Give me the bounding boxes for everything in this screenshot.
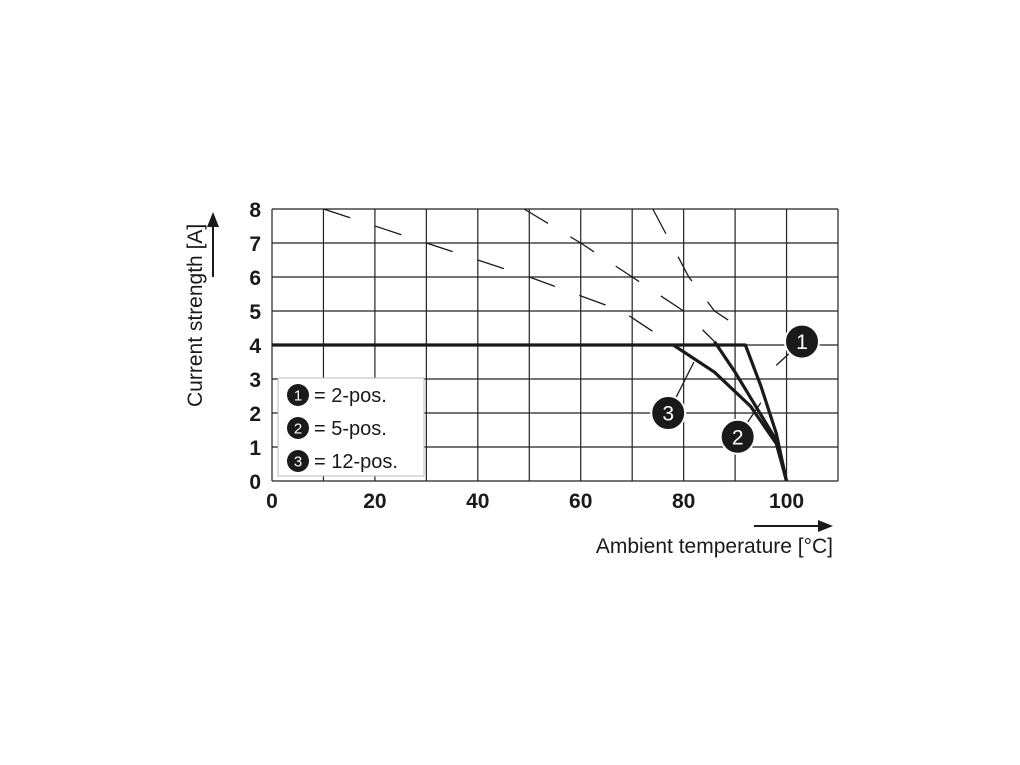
y-tick-label: 7 xyxy=(249,233,261,256)
curve-2-dashed xyxy=(523,208,715,343)
curve-3-dashed xyxy=(323,208,674,346)
marker-3-circle xyxy=(650,395,687,431)
y-tick-label: 8 xyxy=(249,199,261,222)
legend-marker-1 xyxy=(287,384,309,406)
y-axis-title: Current strength [A] xyxy=(184,224,207,407)
curves xyxy=(272,208,789,482)
x-axis-title: Ambient temperature [°C] xyxy=(596,535,833,558)
y-tick-label: 2 xyxy=(249,403,261,426)
y-tick-label: 6 xyxy=(249,267,261,290)
legend-text: = 12-pos. xyxy=(314,451,398,473)
y-tick-label: 4 xyxy=(249,335,261,358)
curve-markers: 1 2 3 xyxy=(650,323,820,455)
x-tick-label: 20 xyxy=(363,490,386,513)
y-tick-label: 5 xyxy=(249,301,261,324)
y-axis-arrow-head xyxy=(207,212,219,227)
legend-marker-label: 1 xyxy=(294,388,302,405)
curve-1-dashed xyxy=(652,208,741,329)
legend-marker-3 xyxy=(287,450,309,472)
legend-marker-label: 2 xyxy=(294,421,302,438)
legend-marker-2 xyxy=(287,417,309,439)
legend-text: = 5-pos. xyxy=(314,418,387,440)
x-tick-label: 60 xyxy=(569,490,592,513)
marker-1-label: 1 xyxy=(796,331,808,354)
y-tick-label: 3 xyxy=(249,369,261,392)
marker-1-circle xyxy=(783,323,820,360)
marker-2-circle xyxy=(719,418,756,455)
x-tick-label: 100 xyxy=(769,490,804,513)
y-tick-label: 0 xyxy=(249,471,261,494)
marker-2-label: 2 xyxy=(732,426,744,449)
curve-3-solid xyxy=(672,343,789,482)
marker-3-label: 3 xyxy=(662,403,674,426)
legend: 1 = 2-pos. 2 = 5-pos. 3 = 12-pos. xyxy=(277,377,425,477)
y-tick-label: 1 xyxy=(249,437,261,460)
legend-text: = 2-pos. xyxy=(314,385,387,407)
tick-labels: 0 20 40 60 80 100 0 1 2 3 4 5 6 7 8 xyxy=(249,199,804,513)
x-axis-arrow-head xyxy=(818,520,833,532)
x-tick-label: 80 xyxy=(672,490,695,513)
legend-marker-label: 3 xyxy=(294,454,302,471)
x-tick-label: 0 xyxy=(266,490,278,513)
x-tick-label: 40 xyxy=(466,490,489,513)
